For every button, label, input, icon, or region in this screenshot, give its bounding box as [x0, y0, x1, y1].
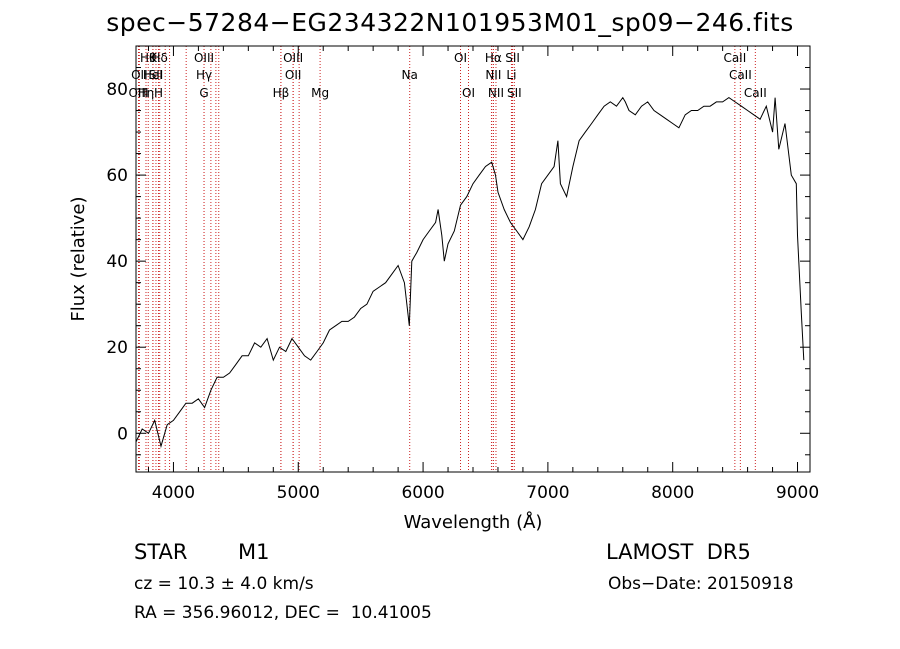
x-axis-label: Wavelength (Å) [404, 511, 543, 533]
line-markers [137, 46, 756, 472]
x-tick-label: 5000 [277, 483, 320, 503]
x-tick-label: 9000 [776, 483, 819, 503]
line-marker-label: NII [485, 68, 501, 82]
y-tick-label: 40 [106, 252, 128, 272]
line-marker-label: H [154, 86, 163, 100]
x-tick-label: 8000 [651, 483, 694, 503]
line-marker-label: OII [285, 68, 302, 82]
y-tick-label: 60 [106, 166, 128, 186]
line-marker-label: OI [462, 86, 475, 100]
line-marker-label: Hγ [196, 68, 212, 82]
line-marker-label: OII [131, 68, 148, 82]
line-marker-label: Hθ [140, 51, 156, 65]
x-tick-label: 7000 [526, 483, 569, 503]
line-marker-label: OI [454, 51, 467, 65]
line-marker-label: CaII [723, 51, 746, 65]
line-marker-label: SII [505, 51, 520, 65]
line-marker-label: SII [507, 86, 522, 100]
line-marker-label: CaII [744, 86, 767, 100]
y-axis-label: Flux (relative) [68, 196, 89, 321]
x-tick-label: 4000 [152, 483, 195, 503]
subclass-label: M1 [238, 540, 270, 564]
obs-date-label: Obs−Date: 20150918 [608, 574, 794, 594]
line-marker-label: CaII [729, 68, 752, 82]
x-tick-label: 6000 [401, 483, 444, 503]
line-marker-label: HeI [143, 68, 163, 82]
spectrum-line [135, 96, 805, 449]
plot-frame [135, 45, 811, 473]
y-tick-label: 0 [117, 424, 128, 444]
line-marker-label: G [199, 86, 208, 100]
cz-label: cz = 10.3 ± 4.0 km/s [134, 574, 314, 594]
y-axis-ticks: 0 20 40 60 80 [106, 67, 810, 456]
class-label: STAR [134, 540, 188, 564]
chart-title: spec−57284−EG234322N101953M01_sp09−246.f… [106, 8, 794, 37]
y-tick-label: 20 [106, 338, 128, 358]
line-marker-label: Hδ [152, 51, 168, 65]
line-marker-label: SII [149, 68, 164, 82]
coords-label: RA = 356.96012, DEC = 10.41005 [134, 603, 432, 623]
survey-label: LAMOST DR5 [606, 540, 751, 564]
x-axis-ticks: 4000 5000 6000 7000 8000 9000 [147, 46, 819, 503]
y-tick-label: 80 [106, 80, 128, 100]
line-marker-label: Mg [311, 86, 329, 100]
line-marker-label: Hη [138, 86, 155, 100]
line-marker-label: Na [402, 68, 418, 82]
line-marker-label: Hβ [273, 86, 290, 100]
line-marker-label: NII [488, 86, 504, 100]
line-marker-label: K [149, 51, 158, 65]
line-marker-label: Hα [485, 51, 502, 65]
line-marker-label: OIII [194, 51, 214, 65]
line-marker-label: OIII [283, 51, 303, 65]
line-marker-label: Li [506, 68, 516, 82]
